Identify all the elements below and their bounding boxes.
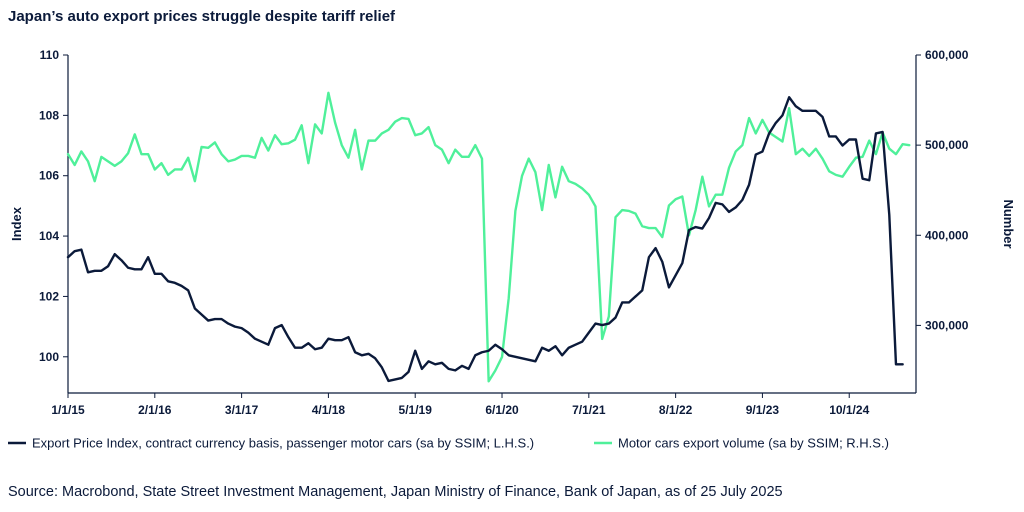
y-axis-left: 100 102 104 106 108 110 Index — [9, 48, 69, 393]
chart: 100 102 104 106 108 110 Index 300,000 400,000 50… — [8, 48, 1016, 451]
x-tick-label: 2/1/16 — [138, 403, 172, 417]
y-right-tick-label: 500,000 — [925, 138, 969, 152]
x-tick-label: 10/1/24 — [829, 403, 869, 417]
y-left-tick-label: 106 — [39, 169, 59, 183]
x-tick-label: 1/1/15 — [51, 403, 85, 417]
series-lines — [66, 91, 911, 383]
x-tick-label: 3/1/17 — [225, 403, 259, 417]
x-tick-label: 6/1/20 — [485, 403, 519, 417]
y-left-tick-label: 102 — [39, 289, 59, 303]
y-left-tick-label: 104 — [39, 229, 59, 243]
legend-label-export-volume: Motor cars export volume (sa by SSIM; R.… — [618, 436, 889, 451]
y-axis-left-title: Index — [9, 206, 24, 241]
legend: Export Price Index, contract currency ba… — [8, 436, 889, 451]
y-axis-right-title: Number — [1001, 199, 1016, 248]
y-left-tick-label: 108 — [39, 108, 59, 122]
y-right-tick-label: 600,000 — [925, 48, 969, 62]
y-right-tick-label: 400,000 — [925, 228, 969, 242]
y-right-tick-label: 300,000 — [925, 318, 969, 332]
x-tick-label: 9/1/23 — [746, 403, 780, 417]
x-axis: 1/1/15 2/1/16 3/1/17 4/1/18 5/1/19 6/1/20 7/1/… — [51, 392, 916, 417]
y-left-tick-label: 100 — [39, 350, 59, 364]
source-note: Source: Macrobond, State Street Investme… — [8, 484, 783, 500]
legend-label-export-price-index: Export Price Index, contract currency ba… — [32, 436, 534, 451]
x-tick-label: 4/1/18 — [312, 403, 346, 417]
series-line-export-volume — [66, 91, 911, 383]
chart-title: Japan’s auto export prices struggle desp… — [8, 8, 396, 25]
y-axis-right: 300,000 400,000 500,000 600,000 Number — [915, 48, 1016, 393]
x-tick-label: 7/1/21 — [572, 403, 606, 417]
series-line-export-price-index — [66, 96, 904, 383]
x-tick-label: 5/1/19 — [399, 403, 433, 417]
y-left-tick-label: 110 — [40, 48, 60, 62]
x-tick-label: 8/1/22 — [659, 403, 693, 417]
